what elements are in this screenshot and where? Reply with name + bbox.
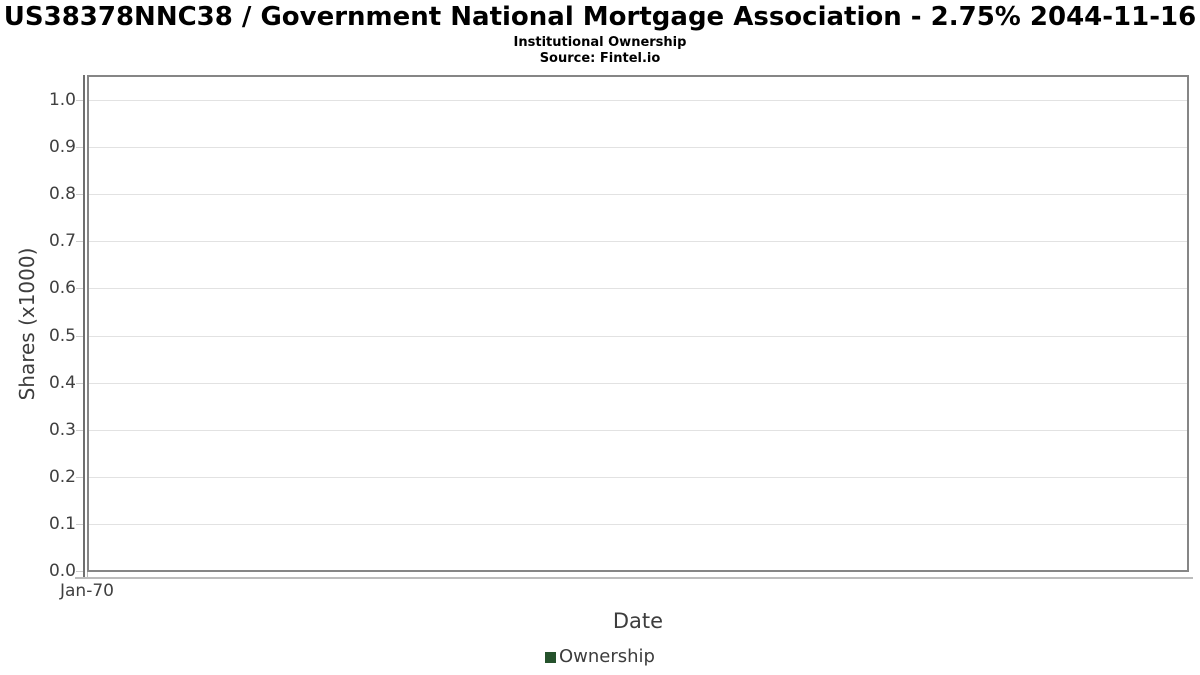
y-tick-label: 0.5 xyxy=(48,326,76,346)
y-tick-label: 0.8 xyxy=(48,184,76,204)
y-tick-mark xyxy=(76,430,84,431)
y-tick-mark xyxy=(76,100,84,101)
legend-marker-icon xyxy=(545,651,556,663)
chart-source-label: Source: Fintel.io xyxy=(539,51,661,66)
gridline-y-0.6 xyxy=(89,288,1187,289)
gridline-y-0.3 xyxy=(89,430,1187,431)
y-tick-mark xyxy=(76,147,84,148)
y-tick-mark xyxy=(76,477,84,478)
y-tick-label: 0.9 xyxy=(48,137,76,157)
y-tick-label: 0.6 xyxy=(48,278,76,298)
x-tick-mark xyxy=(87,572,88,578)
gridline-y-0.2 xyxy=(89,477,1187,478)
gridline-y-0.7 xyxy=(89,241,1187,242)
gridline-y-0.8 xyxy=(89,194,1187,195)
y-tick-label: 1.0 xyxy=(48,90,76,110)
y-tick-mark xyxy=(76,194,84,195)
y-tick-label: 0.0 xyxy=(48,561,76,581)
y-tick-mark xyxy=(76,571,84,572)
chart-subtitle: Institutional Ownership xyxy=(513,35,687,50)
y-tick-label: 0.3 xyxy=(48,420,76,440)
gridline-y-0.5 xyxy=(89,336,1187,337)
y-tick-label: 0.7 xyxy=(48,231,76,251)
y-tick-mark xyxy=(76,383,84,384)
x-axis-title: Date xyxy=(612,609,664,633)
legend-label: Ownership xyxy=(559,646,655,667)
y-tick-label: 0.2 xyxy=(48,467,76,487)
gridline-y-0.1 xyxy=(89,524,1187,525)
legend: Ownership xyxy=(0,646,1200,668)
gridline-y-0.9 xyxy=(89,147,1187,148)
x-axis-line xyxy=(75,577,1193,579)
x-tick-label: Jan-70 xyxy=(60,581,114,601)
y-tick-mark xyxy=(76,524,84,525)
y-tick-mark xyxy=(76,288,84,289)
y-tick-mark xyxy=(76,336,84,337)
chart-title: US38378NNC38 / Government National Mortg… xyxy=(3,2,1197,32)
legend-item-ownership[interactable]: Ownership xyxy=(545,646,655,668)
y-tick-mark xyxy=(76,241,84,242)
y-axis-title: Shares (x1000) xyxy=(15,247,39,401)
gridline-y-1.0 xyxy=(89,100,1187,101)
y-tick-label: 0.4 xyxy=(48,373,76,393)
gridline-y-0.4 xyxy=(89,383,1187,384)
y-axis-line xyxy=(83,75,85,578)
y-tick-label: 0.1 xyxy=(48,514,76,534)
plot-area xyxy=(87,75,1189,572)
